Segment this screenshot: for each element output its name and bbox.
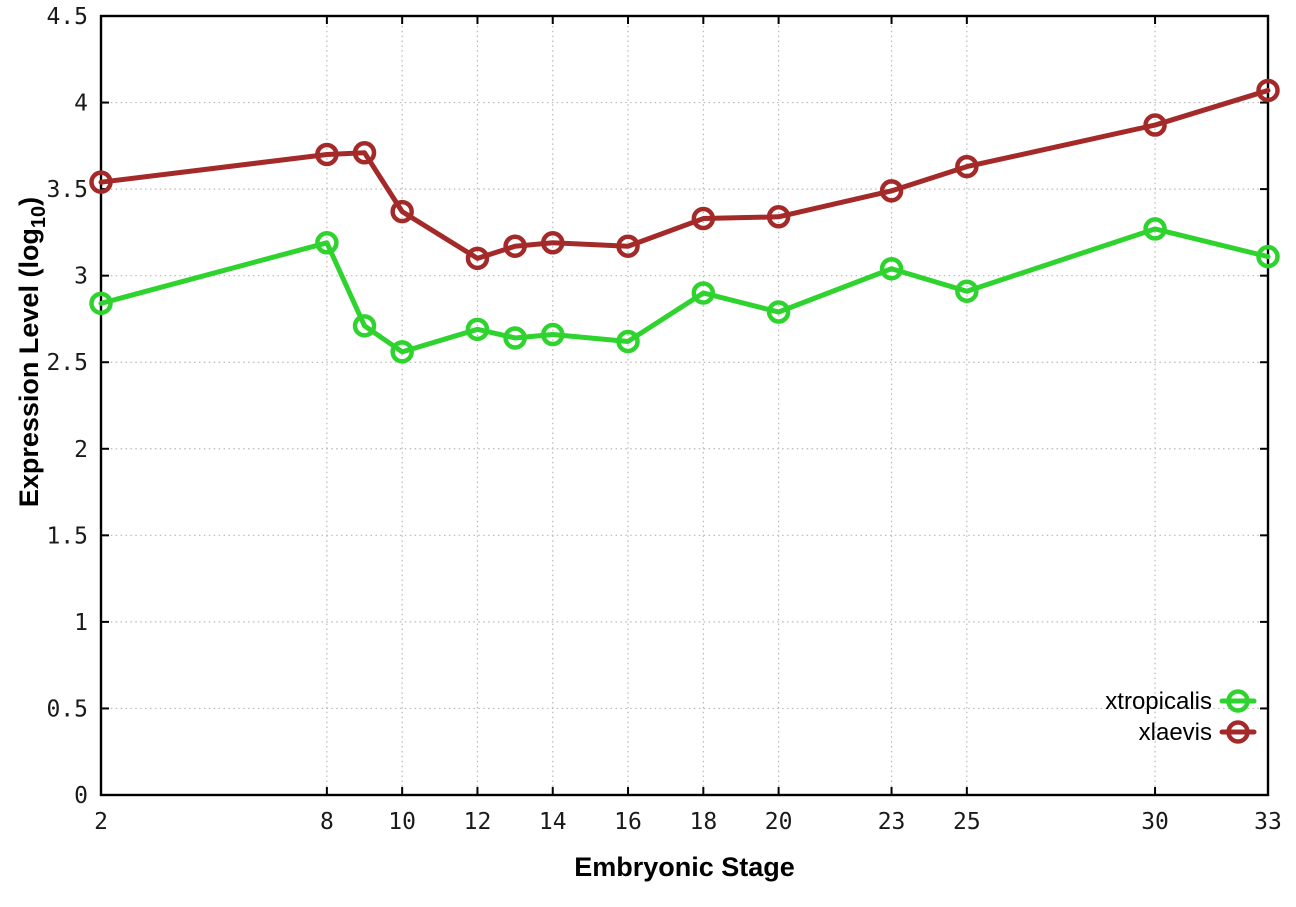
data-point-marker [691, 281, 716, 305]
data-point-marker [766, 205, 791, 229]
data-point-marker [540, 231, 565, 255]
data-point-marker [390, 199, 414, 224]
x-tick-label: 25 [953, 809, 981, 835]
data-point-marker [390, 340, 414, 364]
x-tick-label: 12 [464, 809, 492, 835]
data-point-marker [1143, 113, 1167, 137]
data-point-marker [1256, 244, 1280, 269]
data-point-marker [503, 234, 527, 258]
data-point-marker [465, 246, 490, 271]
x-tick-label: 2 [94, 809, 108, 835]
y-axis-title: Expression Level (log10) [14, 197, 50, 507]
series-xtropicalis [89, 217, 1280, 364]
y-tick-label: 0 [74, 783, 88, 809]
data-point-marker [315, 142, 339, 167]
series-xlaevis [89, 78, 1280, 271]
data-point-marker [955, 154, 979, 179]
x-tick-label: 16 [614, 809, 642, 835]
legend-item-xtropicalis: xtropicalis [1105, 688, 1257, 715]
y-tick-label: 4 [74, 91, 88, 117]
data-point-marker [879, 256, 904, 281]
data-point-marker [89, 170, 113, 194]
x-tick-label: 18 [689, 809, 717, 835]
data-point-marker [465, 317, 490, 342]
x-tick-label: 10 [388, 809, 416, 835]
y-tick-label: 4.5 [46, 4, 88, 30]
x-tick-label: 20 [765, 809, 793, 835]
data-point-marker [616, 329, 640, 354]
x-axis-title: Embryonic Stage [574, 852, 795, 882]
x-tick-label: 30 [1141, 809, 1169, 835]
y-tick-label: 3.5 [46, 177, 88, 203]
data-point-marker [352, 141, 377, 165]
y-tick-label: 1.5 [46, 523, 88, 549]
legend-item-label: xtropicalis [1105, 688, 1212, 715]
data-point-marker [89, 291, 113, 316]
legend-sample-marker [1226, 689, 1250, 713]
data-point-marker [879, 179, 904, 203]
legend: xtropicalis xlaevis [1105, 688, 1257, 746]
y-tick-label: 0.5 [46, 696, 88, 722]
y-tick-label: 1 [74, 610, 88, 636]
y-tick-label: 2.5 [46, 350, 88, 376]
data-point-marker [503, 326, 527, 350]
legend-sample-marker [1226, 720, 1250, 744]
data-point-marker [766, 300, 791, 324]
y-tick-label: 2 [74, 437, 88, 463]
y-tick-labels: 0 0.5 1 1.5 2 2.5 3 3.5 4 4.5 [46, 4, 88, 809]
axis-ticks [100, 15, 1269, 796]
legend-item-xlaevis: xlaevis [1139, 719, 1257, 746]
x-tick-label: 14 [539, 809, 567, 835]
data-point-marker [540, 322, 565, 347]
legend-item-label: xlaevis [1139, 719, 1212, 746]
data-point-marker [955, 279, 979, 303]
data-point-marker [616, 234, 640, 258]
data-point-marker [1143, 217, 1167, 241]
plot-border [99, 14, 1270, 797]
data-point-marker [691, 206, 716, 231]
x-tick-labels: 2 8 10 12 14 16 18 20 23 25 30 33 [94, 809, 1282, 835]
x-tick-label: 23 [878, 809, 906, 835]
grid-lines [101, 16, 1268, 795]
x-tick-label: 8 [320, 809, 334, 835]
data-point-marker [315, 231, 339, 255]
data-point-marker [1256, 78, 1280, 103]
y-tick-label: 3 [74, 264, 88, 290]
data-point-marker [352, 314, 377, 338]
x-tick-label: 33 [1254, 809, 1282, 835]
